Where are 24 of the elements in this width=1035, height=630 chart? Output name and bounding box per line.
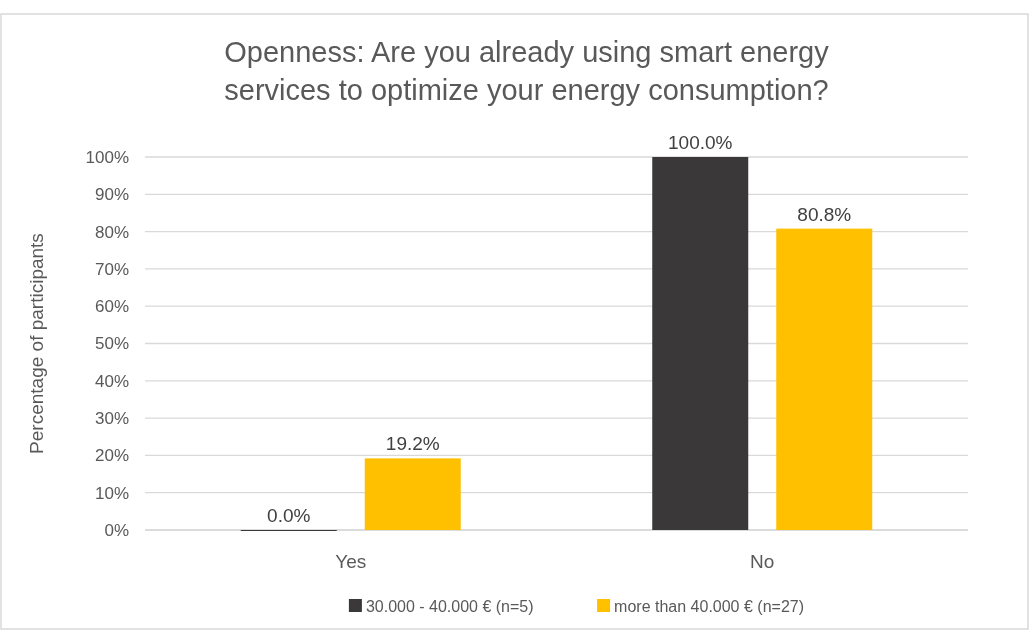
y-tick-label: 0% [104,520,129,540]
y-tick-label: 100% [85,147,129,167]
y-tick-label: 40% [94,371,129,391]
data-label: 80.8% [797,203,852,225]
chart-title: Openness: Are you already using smart energy services to optimize your energy consumption? [224,36,830,106]
y-tick-label: 70% [94,259,129,279]
y-axis-title: Percentage of participants [26,233,47,454]
y-tick-label: 80% [94,222,129,242]
y-tick-label: 90% [94,185,129,205]
data-label: 0.0% [267,505,311,526]
y-tick-label: 30% [94,409,129,429]
y-tick-label: 60% [94,297,129,317]
x-tick-label: No [750,551,775,572]
x-tick-label: Yes [335,551,367,572]
legend-label: 30.000 - 40.000 € (n=5) [365,597,534,615]
y-tick-label: 10% [94,483,129,503]
data-label: 19.2% [385,433,440,455]
y-tick-label: 20% [94,446,129,466]
bar [652,157,749,530]
y-tick-label: 50% [94,334,129,354]
bar [776,228,873,530]
legend-label: more than 40.000 € (n=27) [614,597,805,615]
data-label: 100.0% [668,132,733,153]
bar [364,458,461,530]
